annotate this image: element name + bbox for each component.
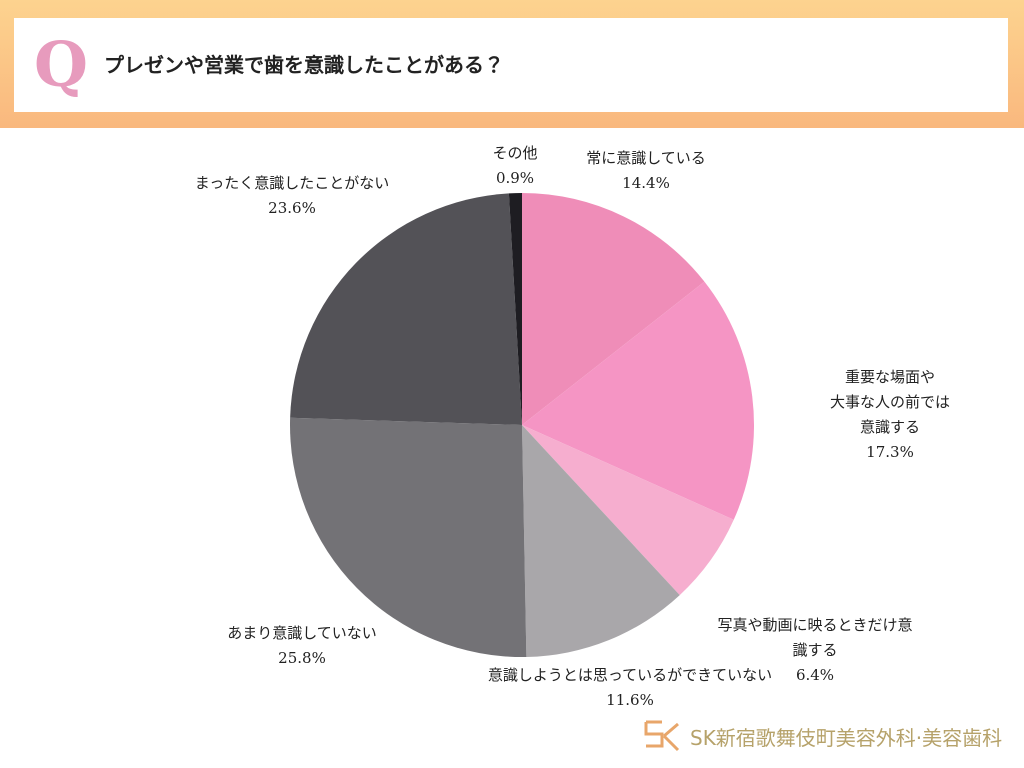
slice-value: 23.6% xyxy=(268,199,316,217)
slice-value: 25.8% xyxy=(278,649,326,667)
pie-slice xyxy=(522,281,755,520)
slice-value: 6.4% xyxy=(795,666,835,684)
slice-name: 写真や動画に映るときだけ意識する xyxy=(717,616,913,659)
pie-slice xyxy=(290,417,527,657)
slice-name: あまり意識していない xyxy=(227,624,377,642)
header-box: Q プレゼンや営業で歯を意識したことがある？ xyxy=(14,18,1008,112)
header: Q プレゼンや営業で歯を意識したことがある？ xyxy=(0,0,1024,128)
logo-text: SK新宿歌舞伎町美容外科·美容歯科 xyxy=(690,725,1003,750)
pie-slice xyxy=(522,193,705,425)
slice-label: 常に意識している 14.4% xyxy=(586,146,706,196)
question-badge: Q xyxy=(34,28,89,101)
pie-slice xyxy=(508,193,522,425)
logo-icon xyxy=(644,720,680,752)
slice-label: 重要な場面や 大事な人の前では意識する 17.3% xyxy=(823,365,957,465)
slice-name: まったく意識したことがない xyxy=(194,174,390,192)
slice-name: 重要な場面や 大事な人の前では意識する xyxy=(829,368,950,436)
slice-name: 常に意識している xyxy=(586,149,706,167)
chart-title: プレゼンや営業で歯を意識したことがある？ xyxy=(104,53,504,77)
slice-name: 意識しようとは思っているができていない xyxy=(487,666,773,684)
slice-label: 写真や動画に映るときだけ意識する 6.4% xyxy=(711,613,920,688)
pie-slice xyxy=(522,425,680,657)
slice-name: その他 xyxy=(492,144,538,162)
slice-label: まったく意識したことがない 23.6% xyxy=(195,171,389,221)
slice-value: 14.4% xyxy=(622,174,670,192)
slice-value: 17.3% xyxy=(866,443,914,461)
slice-value: 0.9% xyxy=(495,169,535,187)
slice-label: 意識しようとは思っているができていない 11.6% xyxy=(488,663,772,713)
slice-label: あまり意識していない 25.8% xyxy=(227,621,377,671)
slice-value: 11.6% xyxy=(606,691,654,709)
logo: SK新宿歌舞伎町美容外科·美容歯科 xyxy=(640,716,1002,756)
pie-slice xyxy=(522,425,734,596)
slice-label: その他 0.9% xyxy=(492,141,537,191)
pie-slice xyxy=(290,193,522,425)
